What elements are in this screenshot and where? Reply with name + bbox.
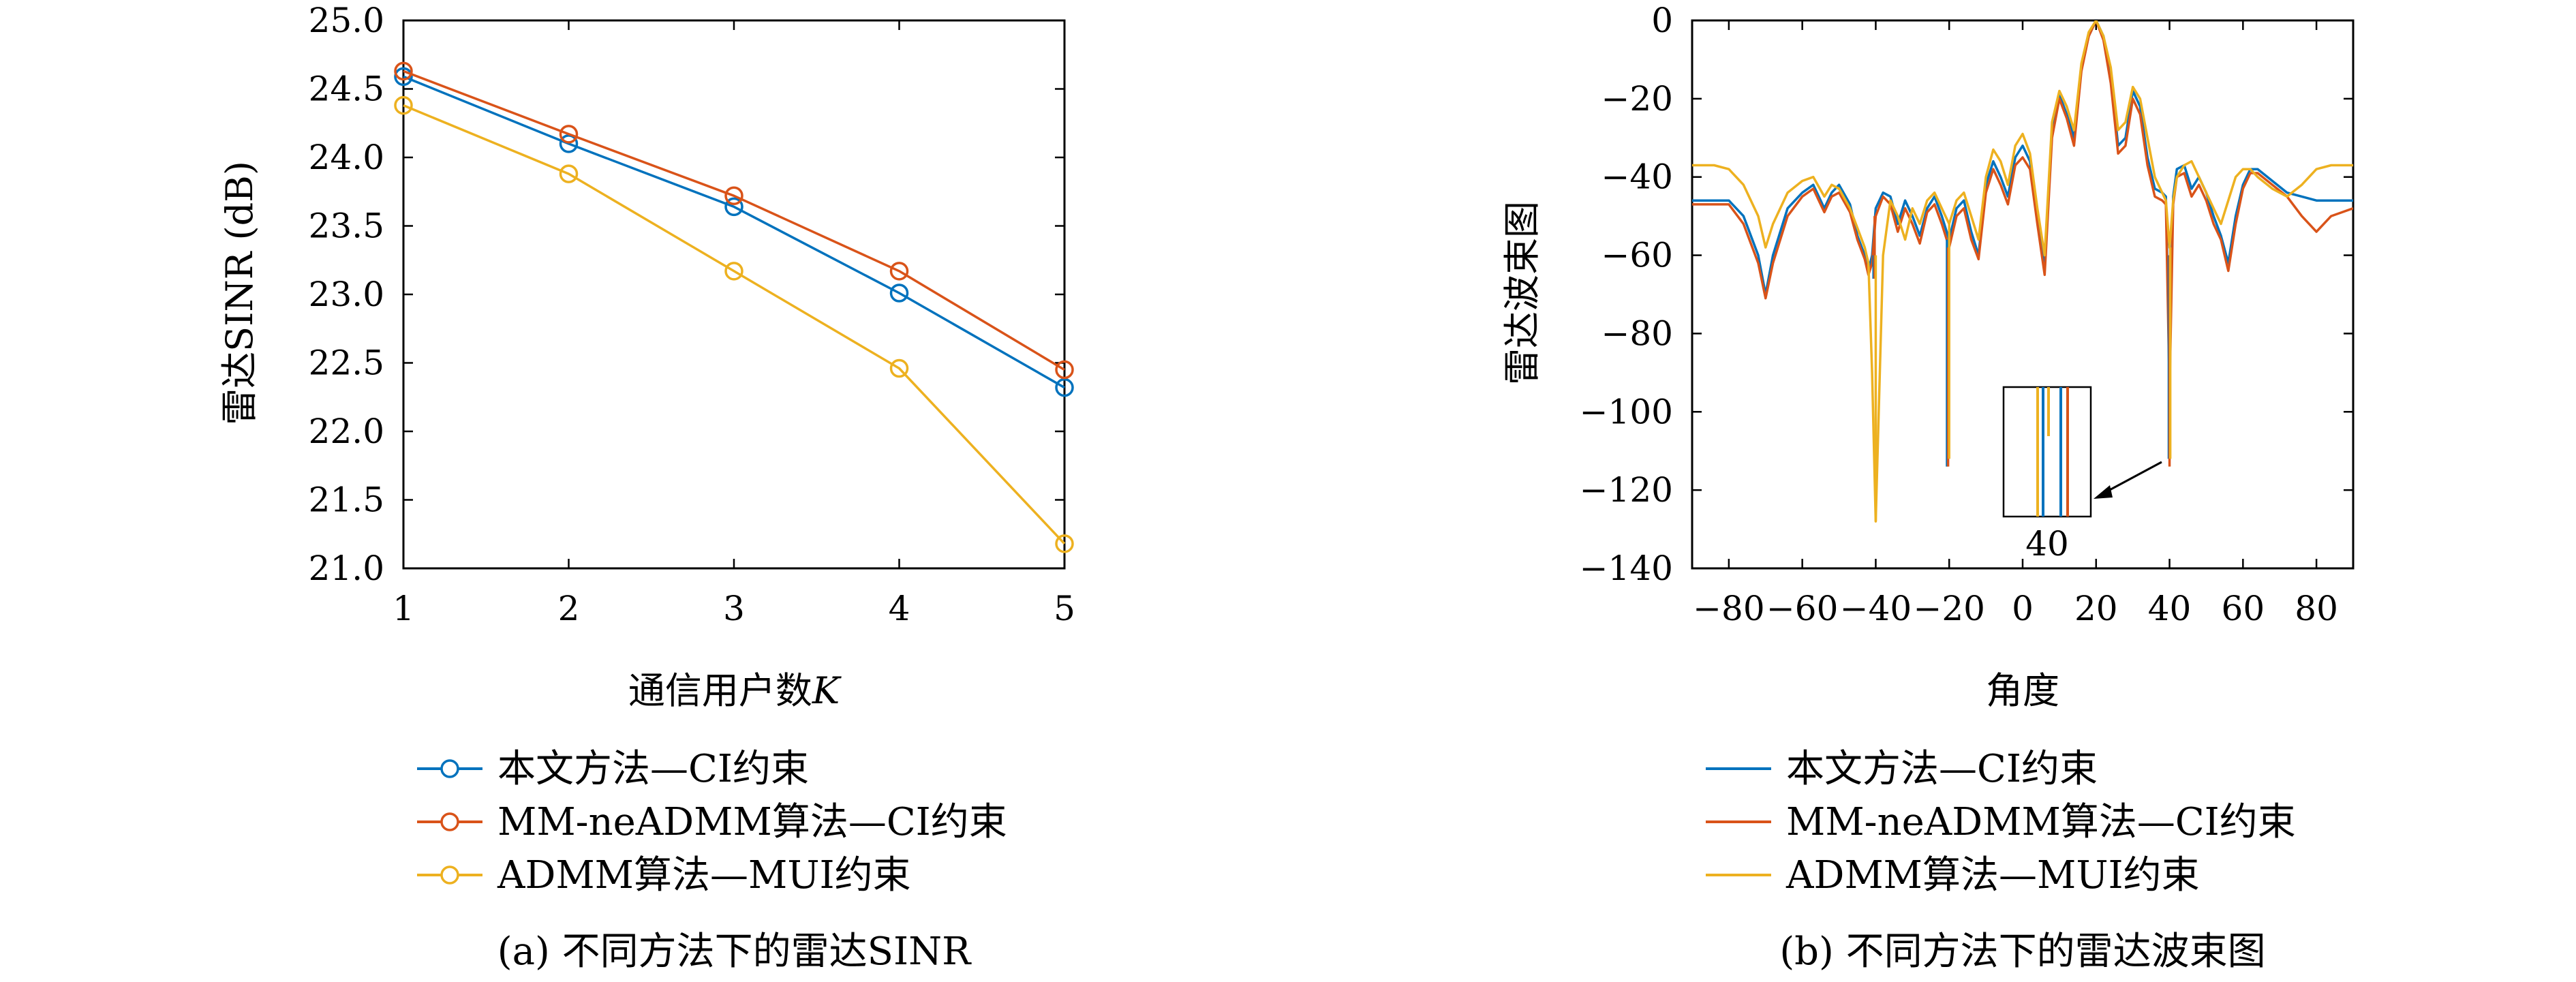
legend-label-1: 本文方法—CI约束 [1786, 747, 2098, 791]
x-tick-label: −20 [1913, 589, 1985, 628]
series-line-2 [403, 70, 1065, 371]
y-tick-label: −40 [1601, 157, 1673, 197]
beampattern-x-axis-label: 角度 [1986, 669, 2059, 712]
y-tick-label: 22.5 [309, 343, 384, 383]
series-1-point [1055, 378, 1074, 397]
y-tick-label: 23.0 [309, 275, 384, 314]
x-tick-label: 0 [2012, 589, 2034, 628]
series-3-point [559, 164, 579, 183]
zoom-arrow [2105, 461, 2162, 493]
series-3-point [724, 262, 743, 281]
x-tick-label: 20 [2074, 589, 2118, 628]
series-2-point [724, 186, 743, 206]
series-1-point [559, 134, 579, 153]
beampattern-series [1692, 20, 2353, 523]
x-tick-label: −80 [1693, 589, 1765, 628]
x-tick-label: 2 [558, 589, 580, 628]
y-tick-label: −80 [1601, 313, 1673, 353]
series-1-point [394, 67, 413, 87]
beampattern-legend: 本文方法—CI约束 MM-neADMM算法—CI约束 ADMM算法—MUI约束 [1706, 747, 2296, 897]
y-tick-label: 22.0 [309, 412, 384, 451]
legend-marker-1 [440, 759, 459, 778]
sinr-caption: (a) 不同方法下的雷达SINR [497, 930, 972, 974]
beampattern-caption: (b) 不同方法下的雷达波束图 [1779, 930, 2265, 974]
y-tick-label: 24.5 [309, 70, 384, 109]
legend-marker-2 [440, 812, 459, 831]
sinr-ticks: 1 2 3 4 5 21.0 21.5 22.0 22.5 23.0 23.5 24.0 24.5 25.… [309, 1, 1075, 628]
series-line-3 [403, 104, 1066, 545]
y-tick-label: −100 [1580, 392, 1673, 431]
legend-label-2: MM-neADMM算法—CI约束 [1786, 800, 2296, 844]
series-line-3 [1692, 20, 2353, 523]
y-tick-label: −120 [1580, 470, 1673, 510]
legend-label-1: 本文方法—CI约束 [497, 747, 809, 791]
y-tick-label: 21.5 [309, 480, 384, 520]
sinr-x-axis-label: 通信用户数K [628, 669, 842, 712]
sinr-y-axis-label: 雷达SINR (dB) [218, 161, 261, 425]
series-1-point [889, 283, 909, 303]
y-tick-label: 25.0 [309, 1, 384, 40]
y-tick-label: 23.5 [309, 206, 384, 246]
series-3-point [1055, 534, 1074, 553]
legend-marker-3 [440, 865, 459, 885]
zoom-inset-label: 40 [2025, 524, 2069, 564]
sinr-plot-frame [402, 19, 1066, 570]
zoom-inset: 40 [2002, 386, 2162, 564]
x-tick-label: 1 [393, 589, 414, 628]
y-tick-label: 21.0 [309, 549, 384, 588]
series-line-1 [403, 75, 1065, 389]
legend-label-2: MM-neADMM算法—CI约束 [497, 800, 1007, 844]
x-tick-label: 40 [2148, 589, 2192, 628]
sinr-chart: 1 2 3 4 5 21.0 21.5 22.0 22.5 23.0 23.5 24.0 24.5 25.… [218, 1, 1075, 974]
y-tick-label: −20 [1601, 79, 1673, 119]
series-3-point [394, 95, 413, 115]
zoom-arrow-head [2094, 485, 2113, 499]
series-3-point [889, 358, 909, 378]
sinr-legend: 本文方法—CI约束 MM-neADMM算法—CI约束 ADMM算法—MUI约束 [417, 747, 1007, 897]
series-line-2 [1692, 20, 2353, 394]
sinr-x-axis-variable: K [812, 669, 842, 712]
y-tick-label: −140 [1580, 549, 1673, 588]
y-tick-label: 24.0 [309, 138, 384, 177]
sinr-x-axis-label-text: 通信用户数 [628, 669, 812, 712]
x-tick-label: 5 [1054, 589, 1075, 628]
x-tick-label: 3 [723, 589, 745, 628]
x-tick-label: 60 [2222, 589, 2265, 628]
x-tick-label: 80 [2295, 589, 2338, 628]
sinr-series [394, 61, 1074, 553]
series-2-point [1055, 360, 1074, 380]
x-tick-label: 4 [889, 589, 910, 628]
legend-label-3: ADMM算法—MUI约束 [497, 853, 911, 897]
series-line-1 [1692, 20, 2353, 367]
beampattern-chart: −80 −60 −40 −20 0 20 40 60 80−140−120−100−80−60−… [1501, 1, 2355, 974]
series-1-point [724, 197, 743, 217]
series-2-point [559, 125, 579, 144]
x-tick-label: −40 [1840, 589, 1912, 628]
beampattern-ticks: −80 −60 −40 −20 0 20 40 60 80−140−120−100−80−60−… [1580, 1, 2353, 628]
series-2-point [394, 61, 413, 81]
y-tick-label: 0 [1651, 1, 1673, 40]
legend-label-3: ADMM算法—MUI约束 [1785, 853, 2200, 897]
beampattern-y-axis-label: 雷达波束图 [1501, 201, 1544, 385]
y-tick-label: −60 [1601, 236, 1673, 275]
x-tick-label: −60 [1766, 589, 1839, 628]
series-2-point [889, 262, 909, 281]
